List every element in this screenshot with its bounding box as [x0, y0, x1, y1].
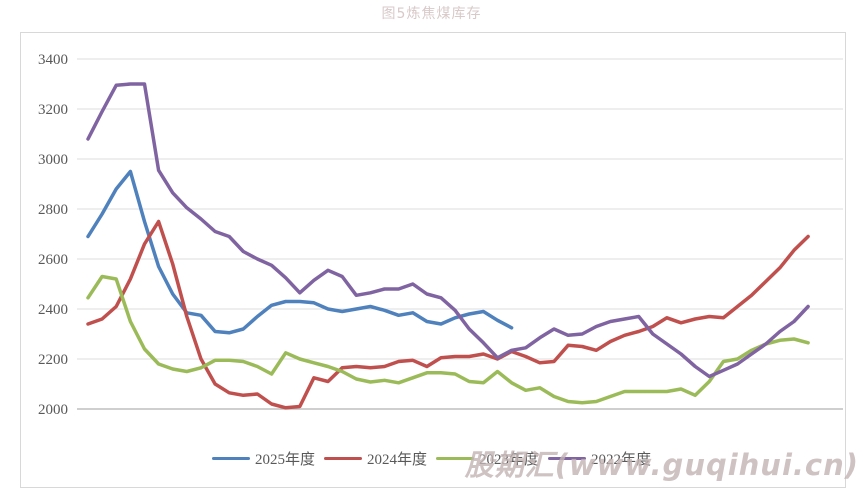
series-line-1 — [86, 219, 810, 410]
legend-swatch — [548, 457, 587, 460]
watermark: 股期汇(www.guqihui.cn) — [464, 448, 859, 482]
legend-item-2024: 2024年度 — [323, 448, 427, 469]
legend-swatch — [211, 457, 250, 460]
legend-item-2022: 2022年度 — [548, 448, 651, 469]
y-tick-label: 2600 — [38, 252, 68, 268]
legend: 2025年度 2024年度 2023年度 2022年度 — [0, 448, 863, 469]
y-tick-label: 3400 — [38, 52, 68, 68]
legend-label: 2025年度 — [254, 452, 315, 468]
legend-label: 2022年度 — [591, 452, 652, 468]
legend-swatch — [323, 457, 362, 460]
series-line-2 — [86, 274, 810, 405]
y-tick-label: 2000 — [38, 402, 68, 418]
y-tick-label: 2400 — [38, 302, 68, 318]
chart-title: 图5炼焦煤库存 — [381, 6, 482, 22]
legend-label: 2024年度 — [366, 452, 427, 468]
series-line-3 — [86, 82, 810, 379]
y-tick-label: 3200 — [38, 102, 68, 118]
legend-item-2023: 2023年度 — [436, 448, 539, 469]
series-line-0 — [86, 169, 514, 335]
legend-label: 2023年度 — [479, 452, 540, 468]
legend-swatch — [436, 457, 474, 460]
legend-item-2025: 2025年度 — [211, 448, 315, 469]
y-tick-label: 2200 — [38, 352, 68, 368]
y-tick-label: 3000 — [38, 152, 68, 168]
y-tick-label: 2800 — [38, 202, 68, 218]
